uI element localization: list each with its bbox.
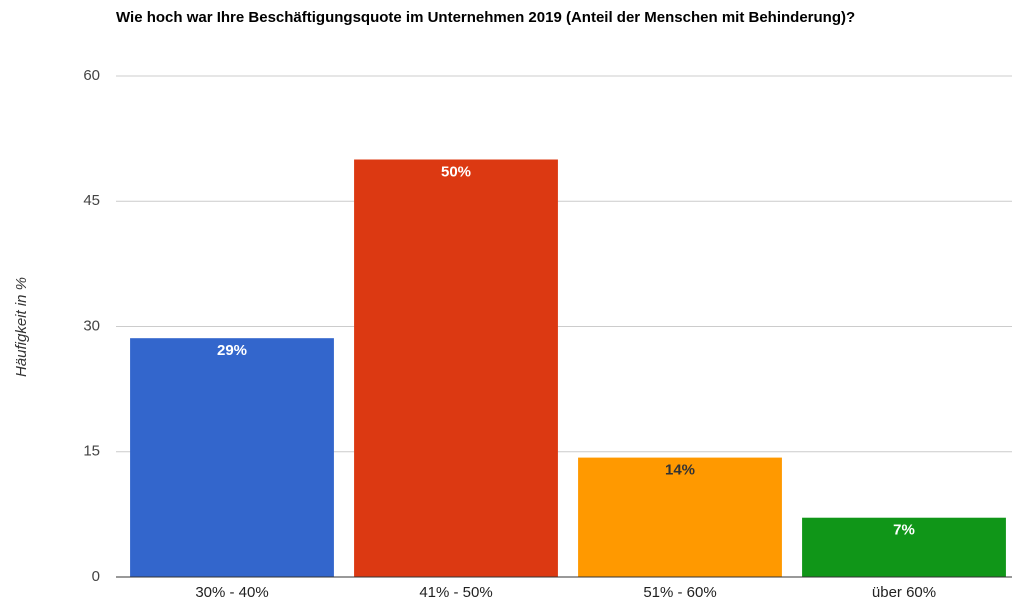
y-tick-label: 45 <box>83 192 100 209</box>
x-tick-label: 51% - 60% <box>643 584 716 601</box>
bar <box>802 517 1006 577</box>
y-tick-label: 15 <box>83 443 100 460</box>
y-tick-label: 60 <box>83 67 100 84</box>
value-label: 14% <box>665 462 695 479</box>
value-label: 50% <box>441 163 471 180</box>
x-tick-label: 30% - 40% <box>195 584 268 601</box>
chart-title: Wie hoch war Ihre Beschäftigungsquote im… <box>116 9 856 26</box>
y-tick-label: 30 <box>83 317 100 334</box>
value-label: 29% <box>217 342 247 359</box>
y-axis-label: Häufigkeit in % <box>13 277 30 377</box>
value-label: 7% <box>893 522 915 539</box>
bar <box>130 338 334 577</box>
x-tick-label: 41% - 50% <box>419 584 492 601</box>
bar <box>354 159 558 577</box>
y-tick-label: 0 <box>92 568 100 585</box>
bar <box>578 457 782 577</box>
x-tick-label: über 60% <box>872 584 936 601</box>
